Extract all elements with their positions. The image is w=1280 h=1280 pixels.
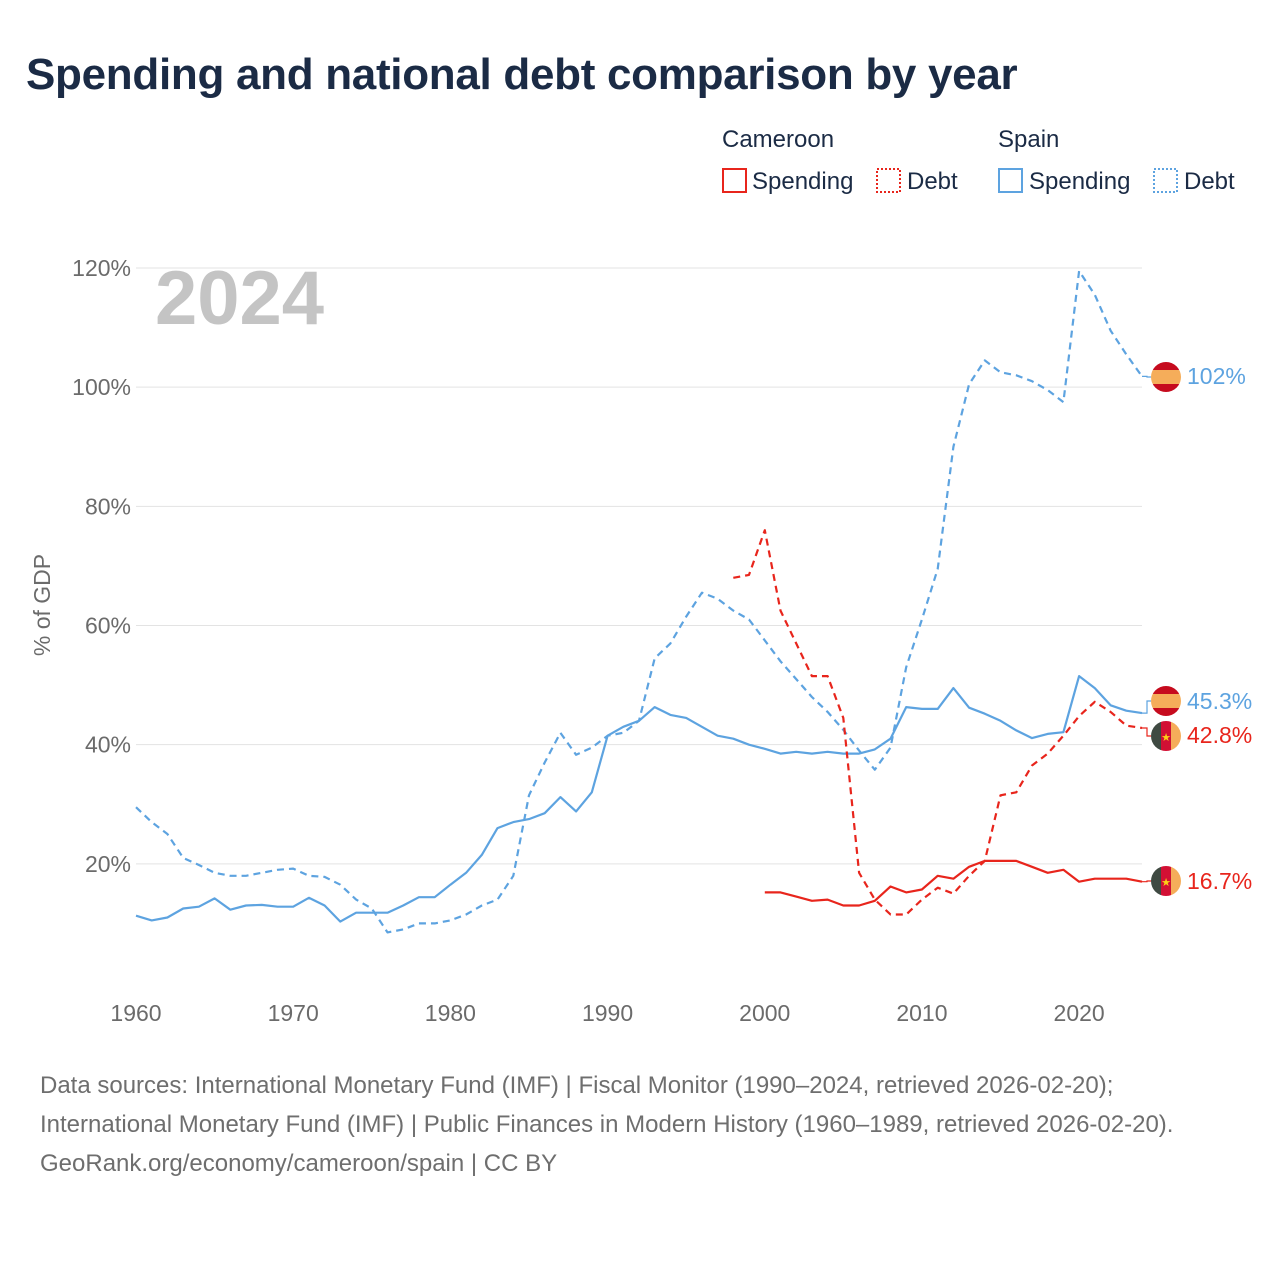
series-line-cameroon-debt[interactable] <box>733 529 1143 916</box>
year-watermark: 2024 <box>155 256 324 341</box>
flag-marker-spain-spending <box>1151 686 1181 716</box>
legend-country-spain: Spain <box>998 126 1059 153</box>
flag-es-yellow <box>1151 370 1181 384</box>
series-line-spain-debt[interactable] <box>135 269 1143 934</box>
flag-marker-cameroon-spending: ★ <box>1151 866 1181 896</box>
x-axis: 1960 1970 1980 1990 2000 2010 2020 <box>110 1000 1104 1026</box>
y-tick-label: 100% <box>72 374 131 400</box>
data-sources: Data sources: International Monetary Fun… <box>40 1066 1240 1183</box>
flag-cm-red <box>1161 866 1171 896</box>
legend-swatch-spain-debt[interactable] <box>1153 168 1178 193</box>
end-connector <box>1142 375 1151 378</box>
star-icon: ★ <box>1161 731 1171 744</box>
legend-country-cameroon: Cameroon <box>722 126 834 153</box>
y-tick-label: 60% <box>85 613 131 639</box>
end-connectors <box>1142 375 1151 883</box>
legend-label-spain-debt[interactable]: Debt <box>1184 168 1235 195</box>
x-tick-label: 1990 <box>582 1000 633 1026</box>
end-label-cameroon-spending: 16.7% <box>1187 868 1252 894</box>
y-tick-label: 80% <box>85 493 131 519</box>
flag-es-red-bottom <box>1151 708 1181 716</box>
flag-cm-red <box>1161 721 1171 751</box>
sources-citation: Data sources: International Monetary Fun… <box>40 1072 1174 1138</box>
legend-label-spain-spending[interactable]: Spending <box>1029 168 1130 195</box>
x-tick-label: 1980 <box>425 1000 476 1026</box>
legend-swatch-cameroon-debt[interactable] <box>876 168 901 193</box>
flag-es-red-top <box>1151 686 1181 694</box>
y-axis-label: % of GDP <box>29 554 55 656</box>
star-icon: ★ <box>1161 876 1171 889</box>
y-tick-label: 40% <box>85 732 131 758</box>
flag-marker-cameroon-debt: ★ <box>1151 721 1181 751</box>
gridlines <box>136 267 1142 865</box>
y-axis: 20% 40% 60% 80% 100% 120% <box>72 255 131 877</box>
flag-cm-yellow <box>1171 866 1181 896</box>
end-connector <box>1142 700 1151 714</box>
x-tick-label: 2000 <box>739 1000 790 1026</box>
legend-swatch-spain-spending[interactable] <box>998 168 1023 193</box>
x-tick-label: 1970 <box>268 1000 319 1026</box>
flag-marker-spain-debt <box>1151 362 1181 392</box>
end-label-cameroon-debt: 42.8% <box>1187 722 1252 748</box>
flag-es-yellow <box>1151 694 1181 708</box>
flag-es-red-bottom <box>1151 384 1181 392</box>
series-lines <box>135 269 1143 934</box>
sources-url[interactable]: GeoRank.org/economy/cameroon/spain | CC … <box>40 1150 558 1177</box>
series-line-cameroon-spending[interactable] <box>764 859 1143 907</box>
page-title: Spending and national debt comparison by… <box>26 50 1018 99</box>
x-tick-label: 2020 <box>1054 1000 1105 1026</box>
end-label-spain-spending: 45.3% <box>1187 688 1252 714</box>
x-tick-label: 1960 <box>110 1000 161 1026</box>
y-tick-label: 20% <box>85 851 131 877</box>
end-connector <box>1142 727 1151 737</box>
y-tick-label: 120% <box>72 255 131 281</box>
flag-cm-yellow <box>1171 721 1181 751</box>
end-labels: 102% 45.3% 42.8% 16.7% <box>1187 363 1252 894</box>
legend-label-cameroon-debt[interactable]: Debt <box>907 168 958 195</box>
x-tick-label: 2010 <box>896 1000 947 1026</box>
line-chart: Cameroon Spain Spending Debt Spending De… <box>29 126 1252 1026</box>
legend-label-cameroon-spending[interactable]: Spending <box>752 168 853 195</box>
legend-swatch-cameroon-spending[interactable] <box>722 168 747 193</box>
legend: Cameroon Spain Spending Debt Spending De… <box>722 126 1235 195</box>
end-connector <box>1142 880 1151 883</box>
flag-cm-green <box>1151 721 1161 751</box>
series-line-spain-spending[interactable] <box>135 674 1143 923</box>
end-label-spain-debt: 102% <box>1187 363 1246 389</box>
flag-es-red-top <box>1151 362 1181 370</box>
flag-cm-green <box>1151 866 1161 896</box>
